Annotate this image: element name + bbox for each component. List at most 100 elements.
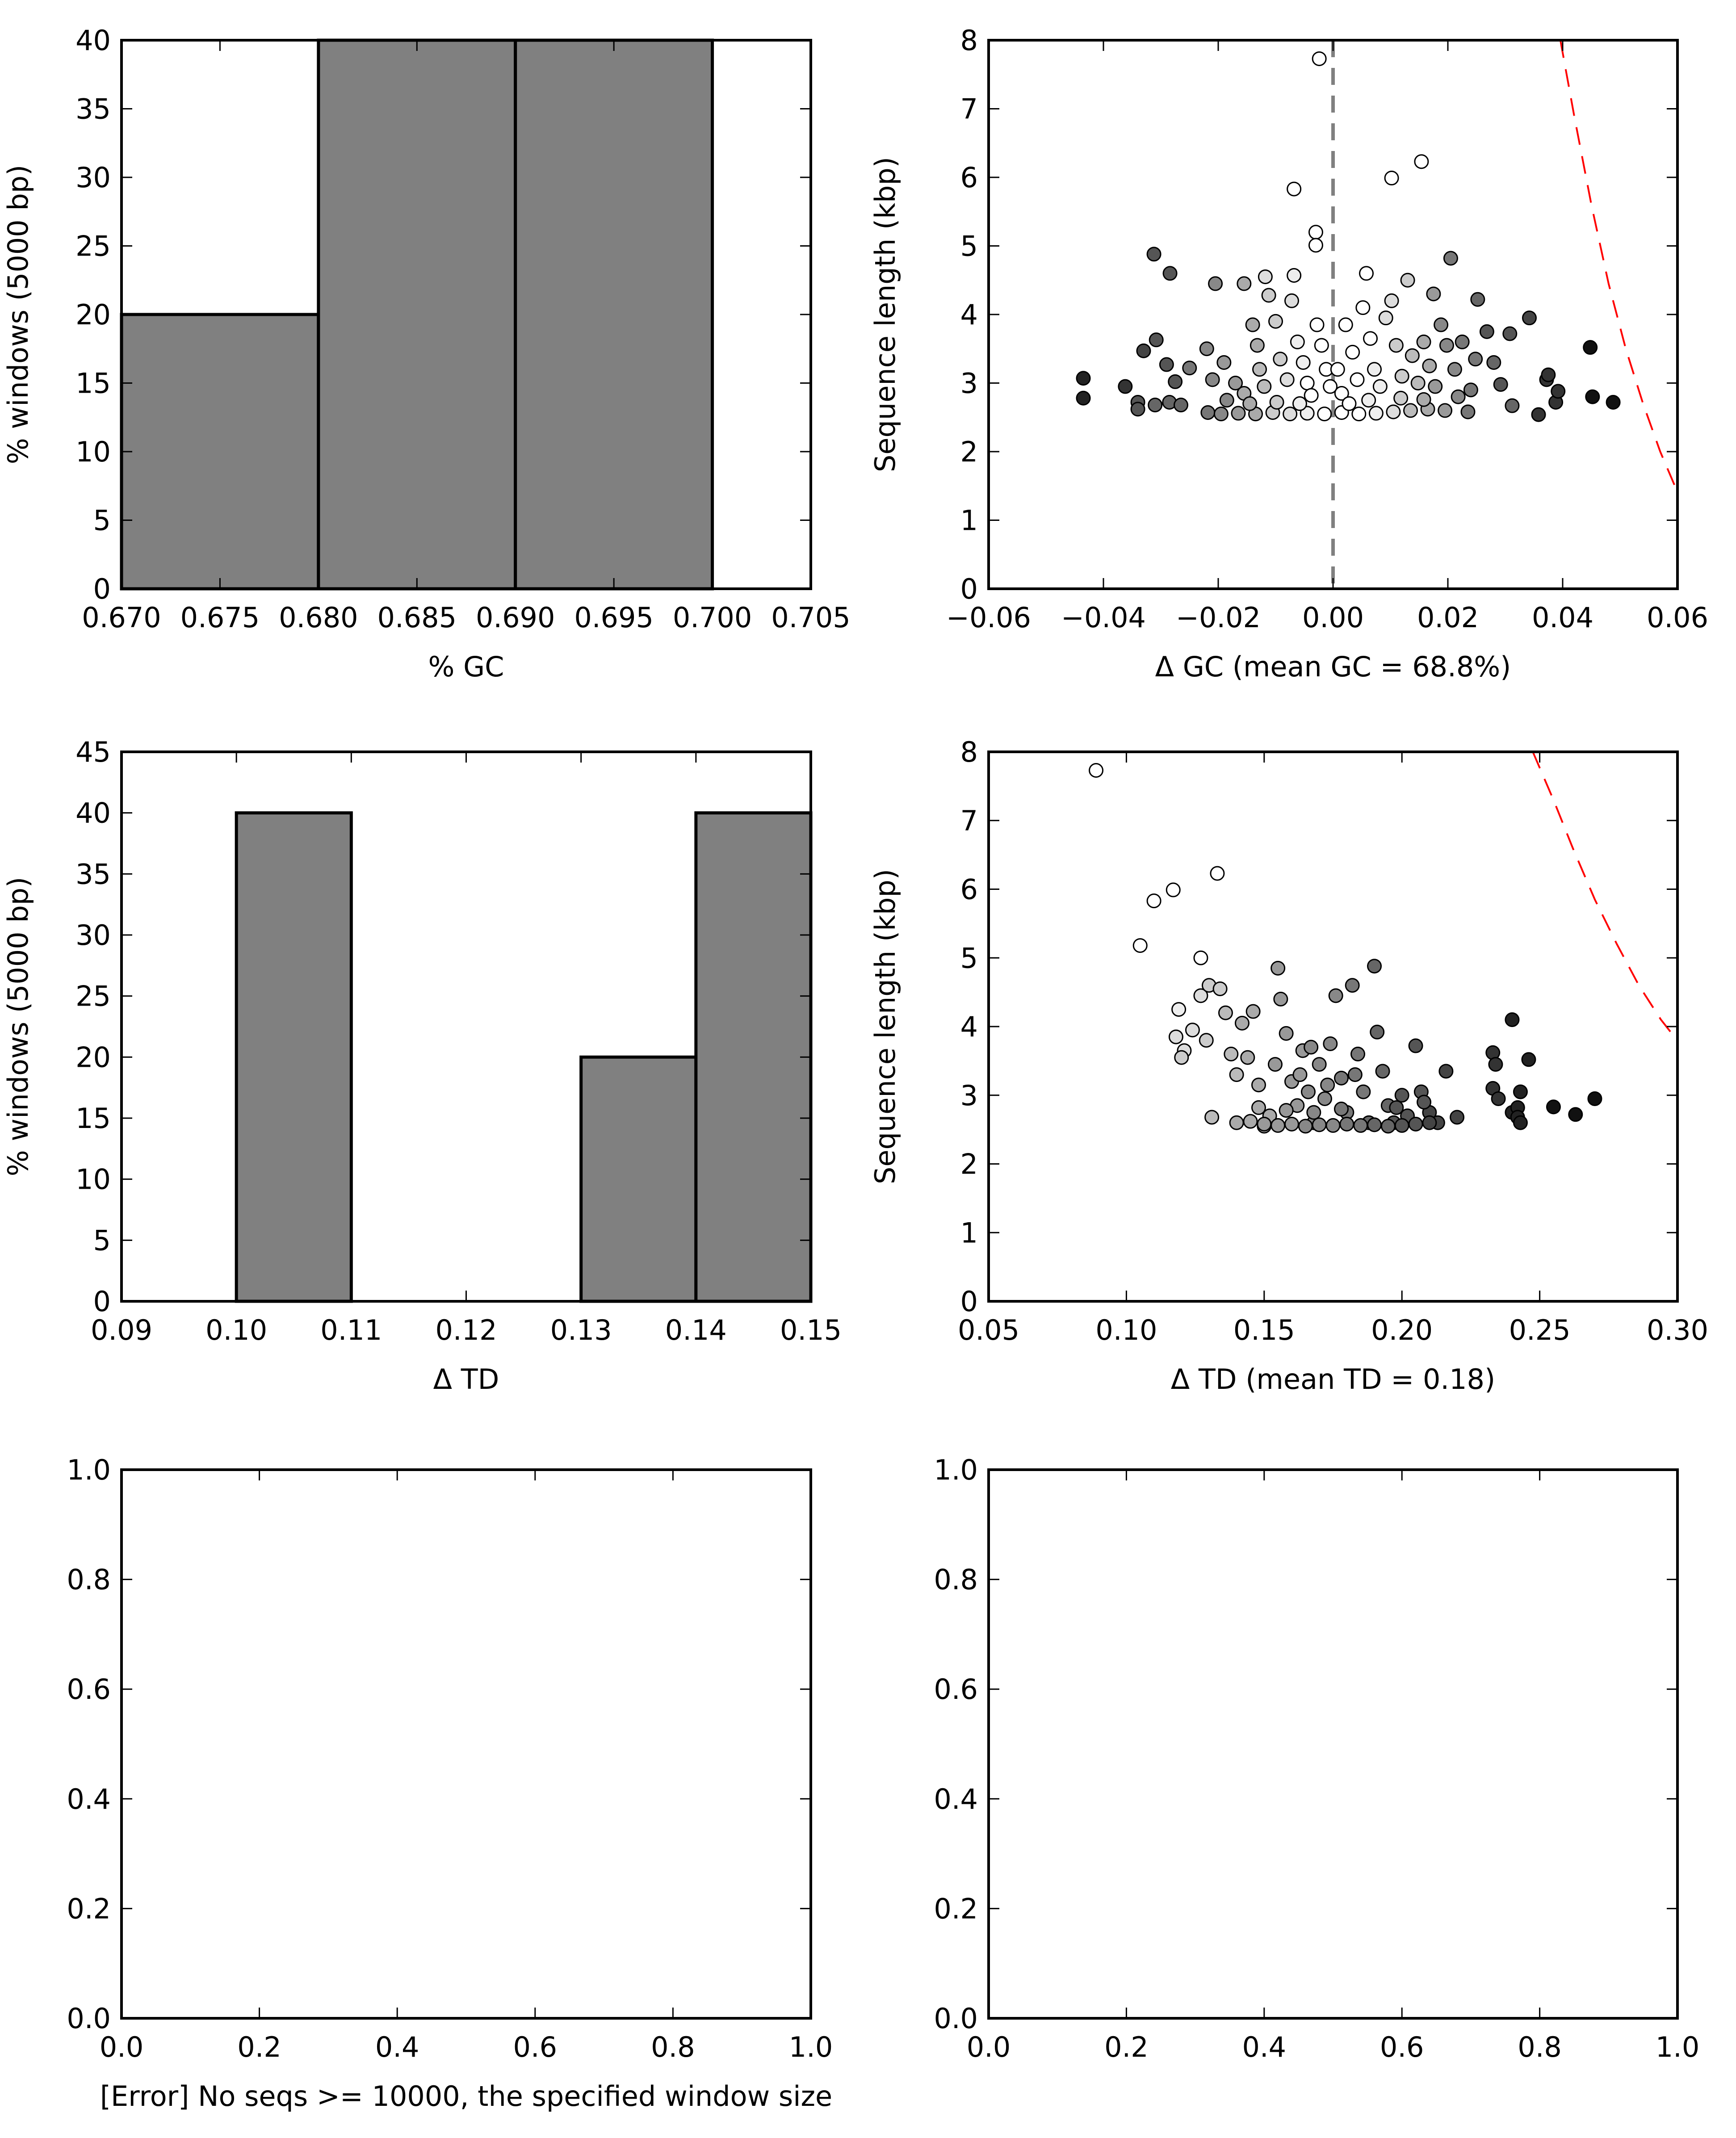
scatter-point: [1353, 1118, 1368, 1133]
scatter-point: [1228, 376, 1243, 390]
y-tick-label: 0: [93, 573, 111, 605]
scatter-point: [1347, 1067, 1363, 1082]
scatter-point: [1463, 382, 1478, 398]
scatter-point: [1283, 407, 1298, 422]
scatter-point: [1585, 389, 1600, 404]
x-tick-label: 0.12: [435, 1314, 497, 1346]
y-tick-label: 3: [960, 1079, 978, 1112]
x-tick-label: 0.06: [1647, 601, 1708, 634]
scatter-point: [1370, 1024, 1385, 1040]
x-tick-label: 0.6: [513, 2031, 557, 2063]
scatter-point: [1408, 1116, 1423, 1132]
y-tick-label: 0: [93, 1285, 111, 1318]
y-tick-label: 4: [960, 298, 978, 331]
x-tick-label: 0.4: [1242, 2031, 1286, 2063]
y-tick-label: 0.4: [934, 1783, 978, 1815]
y-axis-label: Sequence length (kbp): [869, 157, 902, 472]
scatter-point: [1355, 300, 1371, 315]
scatter-point: [1350, 1047, 1366, 1061]
x-tick-label: 0.15: [780, 1314, 842, 1346]
scatter-point: [1166, 882, 1181, 897]
y-tick-label: 15: [75, 367, 111, 400]
scatter-point: [1257, 379, 1272, 394]
scatter-point: [1356, 1084, 1371, 1099]
scatter-point: [1470, 292, 1485, 307]
y-tick-label: 1: [960, 1216, 978, 1249]
scatter-point: [1205, 372, 1220, 387]
scatter-point: [1378, 310, 1393, 326]
scatter-point: [1368, 406, 1384, 421]
scatter-point: [1258, 269, 1273, 285]
x-tick-label: 0.705: [771, 601, 851, 634]
scatter-point: [1312, 1057, 1327, 1072]
scatter-point: [1363, 331, 1378, 346]
scatter-point: [1380, 1119, 1396, 1134]
scatter-point: [1267, 1057, 1283, 1072]
scatter-point: [1308, 225, 1323, 240]
scatter-point: [1345, 978, 1360, 993]
scatter-point: [1403, 403, 1418, 418]
scatter-point: [1185, 1023, 1200, 1038]
scatter-point: [1242, 396, 1258, 411]
scatter-point: [1568, 1107, 1583, 1122]
scatter-point: [1334, 1070, 1349, 1086]
scatter-point: [1350, 372, 1365, 387]
scatter-point: [1551, 384, 1566, 399]
scatter-point: [1488, 1057, 1503, 1072]
plot-frame: [120, 1468, 812, 2020]
scatter-point: [1089, 763, 1104, 778]
y-tick-label: 1.0: [934, 1454, 978, 1486]
x-tick-label: 0.2: [1104, 2031, 1149, 2063]
scatter-point: [1269, 394, 1284, 410]
scatter-point: [1279, 372, 1295, 387]
scatter-point: [1304, 1040, 1319, 1055]
chart-panel-td-scatter: 0.05 0.10 0.15 0.20 0.25 0.30 0 1 2 3 4 5 6 7 8 Δ TD (m…: [869, 736, 1708, 1396]
scatter-point: [1513, 1084, 1528, 1099]
scatter-point: [1279, 1103, 1294, 1118]
scatter-point: [1587, 1091, 1602, 1106]
scatter-point: [1234, 1015, 1250, 1031]
scatter-point: [1245, 317, 1260, 332]
x-tick-label: 0.0: [100, 2031, 144, 2063]
histogram-bar: [120, 313, 320, 591]
scatter-point: [1273, 352, 1288, 367]
scatter-point: [1334, 386, 1349, 401]
scatter-point: [1250, 338, 1265, 353]
scatter-point: [1384, 171, 1399, 186]
scatter-point: [1279, 1026, 1294, 1041]
scatter-point: [1136, 343, 1151, 358]
scatter-point: [1428, 379, 1443, 394]
scatter-point: [1389, 1100, 1404, 1115]
scatter-point: [1132, 938, 1148, 953]
scatter-point: [1284, 1116, 1299, 1132]
x-tick-label: 0.8: [1518, 2031, 1562, 2063]
scatter-point: [1394, 1088, 1409, 1103]
scatter-point: [1287, 181, 1302, 197]
x-tick-label: 1.0: [1656, 2031, 1700, 2063]
chart-panel-gc-scatter: −0.06 −0.04 −0.02 0.00 0.02 0.04 0.06 0 1 2 3 4 5 6 7 8…: [869, 24, 1708, 683]
scatter-point: [1493, 377, 1508, 392]
scatter-point: [1159, 357, 1174, 372]
scatter-point: [1308, 238, 1323, 253]
y-tick-label: 6: [960, 161, 978, 194]
y-tick-label: 10: [75, 1163, 111, 1196]
x-tick-label: 0.05: [958, 1314, 1019, 1346]
x-tick-label: 0.10: [1095, 1314, 1157, 1346]
scatter-point: [1394, 1118, 1409, 1133]
y-tick-label: 0.8: [67, 1564, 111, 1596]
y-tick-label: 0.0: [67, 2002, 111, 2035]
y-tick-label: 1.0: [67, 1454, 111, 1486]
x-tick-label: 0.700: [673, 601, 752, 634]
scatter-point: [1505, 1012, 1520, 1027]
scatter-point: [1521, 1052, 1536, 1067]
scatter-point: [1118, 379, 1133, 394]
scatter-point: [1460, 404, 1476, 419]
scatter-point: [1320, 1077, 1335, 1093]
scatter-point: [1408, 1038, 1423, 1053]
y-tick-label: 2: [960, 1148, 978, 1181]
y-tick-label: 10: [75, 436, 111, 468]
y-tick-label: 0.2: [934, 1892, 978, 1925]
scatter-point: [1218, 1005, 1233, 1020]
scatter-point: [1502, 326, 1518, 341]
